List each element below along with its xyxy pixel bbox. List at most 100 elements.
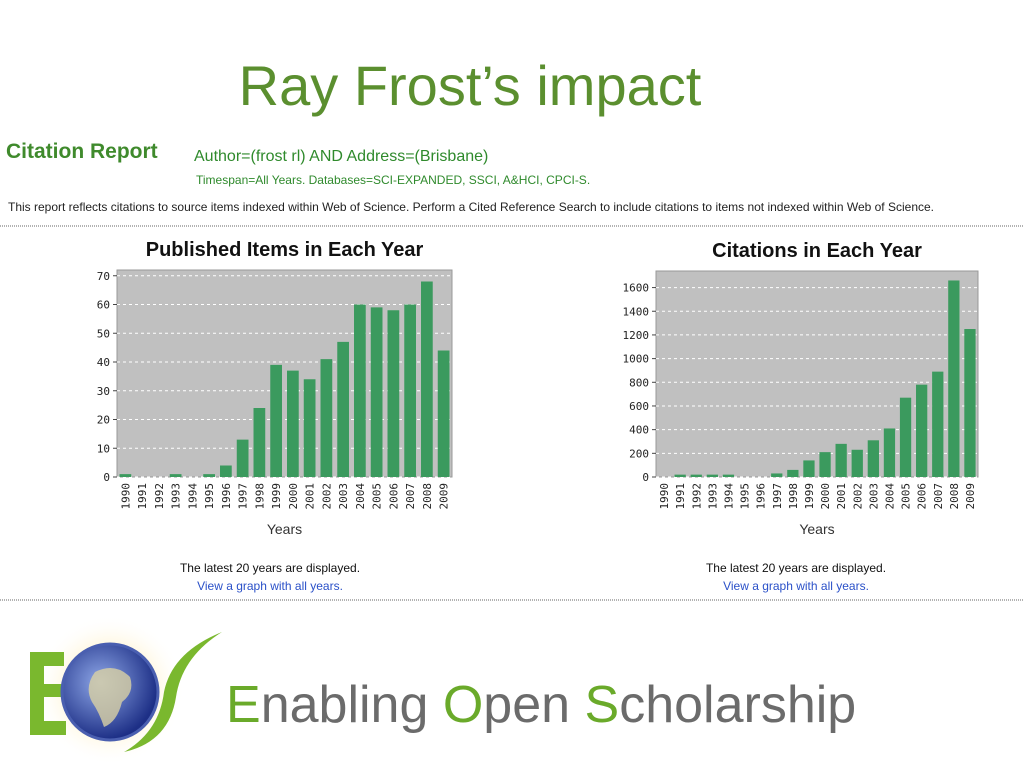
- x-tick-label: 2006: [916, 483, 929, 510]
- y-tick-label: 0: [642, 471, 649, 484]
- bar: [851, 449, 863, 477]
- y-tick-label: 200: [629, 447, 649, 460]
- bar: [819, 452, 831, 477]
- report-notice: This report reflects citations to source…: [8, 200, 934, 214]
- all-years-link[interactable]: View a graph with all years.: [723, 579, 869, 593]
- tagline-part: O: [443, 676, 483, 734]
- slide-title: Ray Frost’s impact: [239, 54, 702, 117]
- y-tick-label: 1600: [623, 282, 650, 295]
- bar: [883, 428, 896, 477]
- tagline-part: S: [585, 676, 620, 734]
- plot-area: [655, 270, 979, 478]
- tagline-part: cholarship: [619, 676, 856, 734]
- y-tick-label: 0: [103, 471, 110, 484]
- x-tick-label: 1993: [170, 483, 183, 510]
- x-tick-label: 2009: [964, 483, 977, 510]
- x-tick-label: 1995: [203, 483, 216, 510]
- bar: [867, 440, 879, 477]
- x-tick-label: 2008: [948, 483, 961, 510]
- x-tick-label: 2001: [304, 483, 317, 510]
- x-tick-label: 1993: [706, 483, 719, 510]
- x-tick-label: 2004: [354, 483, 367, 510]
- y-tick-label: 50: [97, 327, 110, 340]
- x-tick-label: 1990: [119, 483, 132, 510]
- x-tick-label: 1995: [739, 483, 752, 510]
- x-tick-label: 1996: [755, 483, 768, 510]
- bar: [320, 359, 333, 477]
- all-years-link[interactable]: View a graph with all years.: [197, 579, 343, 593]
- chart-note: The latest 20 years are displayed.: [180, 561, 360, 575]
- plot-area: [116, 269, 453, 478]
- bar: [835, 443, 847, 477]
- x-tick-label: 1992: [153, 483, 166, 510]
- bar: [287, 370, 299, 477]
- bar: [932, 371, 944, 477]
- bar: [437, 350, 450, 477]
- bar: [203, 474, 215, 477]
- x-tick-label: 2005: [371, 483, 384, 510]
- bar: [899, 397, 912, 477]
- bar: [387, 310, 400, 477]
- tagline-part: pen: [483, 676, 584, 734]
- y-tick-label: 800: [629, 376, 649, 389]
- bar: [706, 474, 718, 477]
- x-tick-label: 2002: [851, 483, 864, 510]
- report-heading: Citation Report: [6, 140, 158, 163]
- bar: [916, 384, 928, 477]
- chart-title: Published Items in Each Year: [146, 239, 424, 261]
- y-tick-label: 600: [629, 400, 649, 413]
- y-tick-label: 1000: [623, 353, 650, 366]
- y-tick-label: 40: [97, 356, 110, 369]
- bar: [803, 460, 815, 477]
- tagline-part: nabling: [261, 676, 443, 734]
- x-axis-label: Years: [267, 521, 302, 537]
- x-tick-label: 2007: [404, 483, 417, 510]
- bar: [354, 304, 366, 477]
- y-tick-label: 30: [97, 385, 110, 398]
- bar: [303, 379, 316, 477]
- x-tick-label: 2006: [387, 483, 400, 510]
- x-tick-label: 2004: [883, 483, 896, 510]
- chart-title: Citations in Each Year: [712, 240, 922, 262]
- bar: [787, 469, 799, 477]
- bar: [771, 473, 783, 477]
- x-tick-label: 2000: [287, 483, 300, 510]
- bar: [964, 329, 976, 477]
- tagline-part: E: [226, 676, 261, 734]
- x-tick-label: 2003: [337, 483, 350, 510]
- bar: [119, 474, 132, 477]
- y-tick-label: 1400: [623, 305, 650, 318]
- bar: [404, 304, 416, 477]
- bar: [370, 307, 383, 477]
- report-timespan: Timespan=All Years. Databases=SCI-EXPAND…: [196, 173, 590, 187]
- bar: [270, 364, 282, 477]
- x-tick-label: 2001: [835, 483, 848, 510]
- y-tick-label: 1200: [623, 329, 650, 342]
- bar: [948, 280, 960, 477]
- x-tick-label: 1997: [237, 483, 250, 510]
- y-tick-label: 10: [97, 442, 110, 455]
- bar: [169, 474, 182, 477]
- y-tick-label: 20: [97, 414, 110, 427]
- bar: [421, 281, 433, 477]
- y-tick-label: 60: [97, 299, 110, 312]
- x-tick-label: 2009: [438, 483, 451, 510]
- x-tick-label: 1997: [771, 483, 784, 510]
- chart-note: The latest 20 years are displayed.: [706, 561, 886, 575]
- bar: [722, 474, 735, 477]
- x-tick-label: 2000: [819, 483, 832, 510]
- x-axis-label: Years: [799, 521, 834, 537]
- x-tick-label: 1999: [270, 483, 283, 510]
- y-tick-label: 400: [629, 424, 649, 437]
- x-tick-label: 1990: [658, 483, 671, 510]
- x-tick-label: 1998: [253, 483, 266, 510]
- report-query: Author=(frost rl) AND Address=(Brisbane): [194, 148, 488, 165]
- y-tick-label: 70: [97, 270, 110, 283]
- bar: [690, 474, 702, 477]
- x-tick-label: 1996: [220, 483, 233, 510]
- x-tick-label: 1999: [803, 483, 816, 510]
- bar: [236, 439, 249, 477]
- bar: [220, 465, 232, 477]
